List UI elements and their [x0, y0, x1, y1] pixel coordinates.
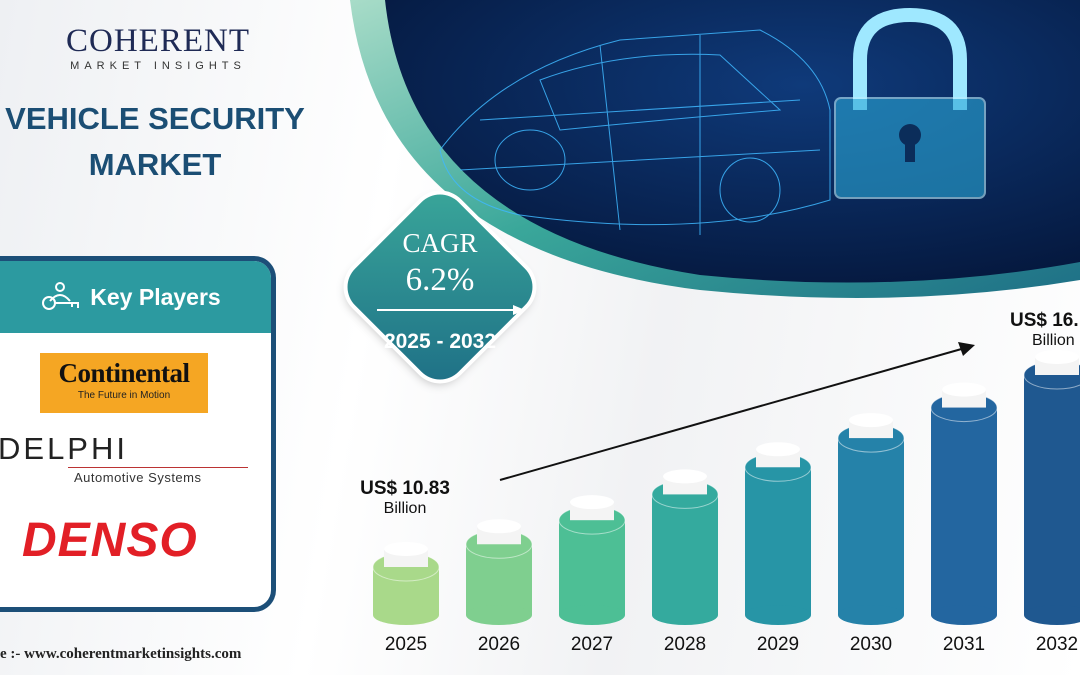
key-players-panel: Key Players Continental The Future in Mo…: [0, 256, 276, 612]
bar-base-2029: [745, 605, 811, 625]
trend-arrowhead: [958, 342, 975, 356]
bar-cap-top-2026: [477, 519, 521, 534]
title-line-2: MARKET: [88, 147, 222, 182]
cagr-value: 6.2%: [405, 262, 475, 298]
bar-base-2027: [559, 605, 625, 625]
delphi-logo: DELPHI Automotive Systems: [0, 433, 248, 485]
title-line-1: VEHICLE SECURITY: [5, 101, 305, 136]
arrow-right-icon: [377, 305, 525, 315]
year-label-2032: 2032: [1036, 634, 1078, 655]
year-label-2030: 2030: [850, 634, 892, 655]
year-label-2029: 2029: [757, 634, 799, 655]
bar-2032: [1024, 375, 1080, 615]
delphi-name: DELPHI: [0, 431, 128, 466]
bar-base-2025: [373, 605, 439, 625]
car-wireframe: [439, 29, 831, 235]
delphi-divider: [68, 467, 248, 468]
key-players-heading: Key Players: [90, 283, 221, 310]
denso-logo: DENSO: [22, 514, 198, 567]
bar-cap-top-2025: [384, 542, 428, 556]
year-label-2031: 2031: [943, 634, 985, 655]
bar-cap-top-2030: [849, 413, 893, 428]
bar-2031: [931, 407, 997, 615]
bar-base-2030: [838, 605, 904, 625]
bar-cap-top-2027: [570, 495, 614, 510]
start-value: US$ 10.83: [360, 478, 450, 499]
delphi-tagline: Automotive Systems: [74, 470, 202, 485]
cagr-badge: CAGR 6.2% 2025 - 2032: [336, 183, 544, 391]
year-label-2027: 2027: [571, 634, 613, 655]
source-footer: e :- www.coherentmarketinsights.com: [0, 646, 242, 662]
continental-name: Continental: [58, 358, 190, 388]
start-unit: Billion: [383, 500, 427, 517]
year-label-2028: 2028: [664, 634, 706, 655]
bar-cap-top-2028: [663, 469, 707, 484]
bar-cap-top-2029: [756, 442, 800, 457]
page-title: VEHICLE SECURITY MARKET: [0, 96, 310, 188]
bar-cap-top-2031: [942, 382, 986, 397]
key-person-icon: [42, 282, 80, 310]
year-label-2026: 2026: [478, 634, 520, 655]
bar-2027: [559, 520, 625, 615]
end-value: US$ 16.: [1010, 310, 1079, 331]
cagr-range: 2025 - 2032: [383, 330, 497, 353]
bar-2028: [652, 494, 718, 615]
bar-base-2028: [652, 605, 718, 625]
logo-wordmark: COHERENT: [66, 23, 250, 59]
cagr-label: CAGR: [402, 228, 478, 258]
trend-arrow: [499, 347, 966, 481]
continental-logo: Continental The Future in Motion: [40, 353, 208, 413]
hero-image-car-lock: [350, 0, 1080, 298]
bar-base-2032: [1024, 605, 1080, 625]
end-value-label: US$ 16. Billion: [1010, 310, 1080, 350]
bar-2029: [745, 467, 811, 615]
continental-tagline: The Future in Motion: [77, 390, 171, 401]
bar-2030: [838, 438, 904, 615]
year-label-2025: 2025: [385, 634, 427, 655]
bar-cap-top-2032: [1035, 350, 1079, 364]
bar-base-2026: [466, 605, 532, 625]
end-unit: Billion: [1032, 332, 1075, 349]
company-logo: COHERENT MARKET INSIGHTS: [58, 24, 258, 72]
padlock-icon: [834, 7, 986, 199]
key-players-header: Key Players: [0, 261, 271, 333]
bar-base-2031: [931, 605, 997, 625]
logo-tagline: MARKET INSIGHTS: [70, 60, 246, 72]
start-value-label: US$ 10.83 Billion: [350, 478, 460, 518]
